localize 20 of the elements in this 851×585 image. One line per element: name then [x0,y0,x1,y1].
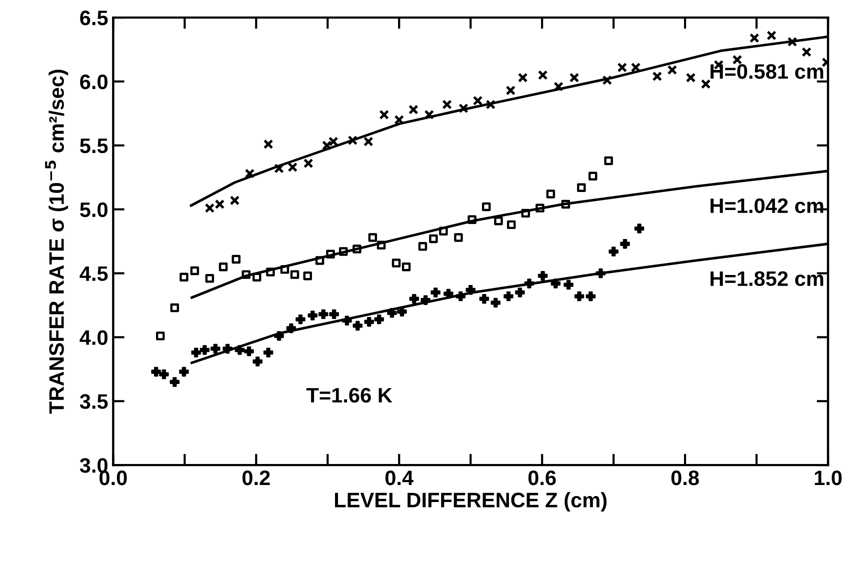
y-tick-label: 6.0 [80,74,108,90]
legend-label: H=0.581 cm [710,64,824,79]
annotation: T=1.66 K [306,388,392,403]
legend-label: H=1.042 cm [710,198,824,214]
y-tick-label: 3.5 [80,394,108,409]
x-tick-label: 0.8 [671,470,699,486]
x-tick-label: 0.6 [528,470,556,486]
y-tick-label: 5.5 [80,138,108,154]
x-tick-label: 0.4 [385,470,414,486]
y-tick-label: 3.0 [80,458,108,473]
y-tick-label: 4.5 [80,266,108,282]
x-tick-label: 1.0 [814,470,842,486]
y-axis-title: TRANSFER RATE σ (10$^{−5}$ cm²/sec) [45,70,68,414]
x-axis-title: LEVEL DIFFERENCE Z (cm) [335,492,607,512]
y-tick-label: 4.0 [80,330,108,345]
x-tick-label: 0.2 [242,470,270,486]
legend-label: H=1.852 cm [710,271,824,286]
y-tick-label: 5.0 [80,202,108,218]
y-tick-label: 6.5 [80,10,108,26]
x-tick-label: 0.0 [100,470,127,486]
